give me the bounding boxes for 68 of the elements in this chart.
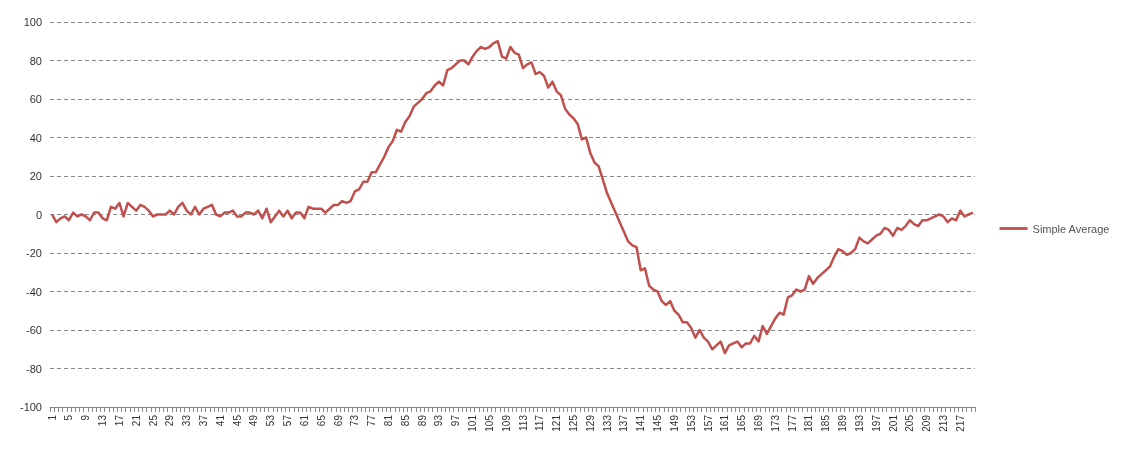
x-tick-label: 113	[517, 414, 529, 431]
x-tick-label: 149	[668, 414, 680, 432]
x-tick-label: 157	[702, 414, 714, 432]
x-tick-label: 49	[248, 414, 260, 427]
x-tick-label: 77	[366, 414, 378, 427]
x-tick-label: 177	[786, 414, 798, 432]
x-tick-label: 173	[769, 414, 781, 432]
x-tick-label: 53	[265, 414, 277, 427]
y-tick-label: -60	[26, 324, 42, 336]
x-tick-label: 145	[652, 414, 664, 432]
x-tick-label: 97	[450, 414, 462, 427]
x-tick-label: 25	[147, 414, 159, 427]
x-tick-label: 205	[904, 414, 916, 432]
y-tick-label: 40	[29, 131, 42, 144]
x-tick-label: 141	[635, 414, 647, 432]
x-tick-label: 209	[921, 414, 933, 432]
x-tick-label: 101	[467, 414, 479, 432]
x-tick-label: 153	[685, 414, 697, 432]
x-tick-label: 193	[853, 414, 865, 432]
x-tick-label: 61	[298, 414, 310, 427]
x-tick-label: 213	[937, 414, 949, 432]
y-tick-label: 100	[23, 16, 42, 28]
x-tick-label: 9	[80, 414, 92, 421]
x-tick-label: 197	[870, 414, 882, 432]
x-tick-label: 169	[752, 414, 764, 432]
x-tick-label: 85	[399, 414, 411, 427]
x-tick-label: 37	[197, 414, 209, 427]
y-tick-label: 0	[35, 208, 42, 221]
line-series	[50, 40, 975, 355]
x-tick-label: 65	[315, 414, 327, 427]
x-tick-label: 81	[382, 414, 394, 427]
x-tick-label: 181	[803, 414, 815, 432]
x-tick-label: 165	[736, 414, 748, 432]
x-tick-label: 105	[483, 414, 495, 432]
x-tick-label: 109	[500, 414, 512, 432]
x-tick-label: 133	[601, 414, 613, 432]
x-tick-label: 161	[719, 414, 731, 432]
legend-label: Simple Average	[1032, 222, 1110, 235]
x-tick-label: 17	[113, 414, 125, 427]
x-tick-label: 13	[97, 414, 109, 427]
x-tick-label: 201	[887, 414, 899, 432]
x-tick-label: 73	[349, 414, 361, 427]
x-tick-label: 93	[433, 414, 445, 427]
x-tick-label: 129	[584, 414, 596, 432]
x-tick-label: 21	[130, 414, 142, 427]
x-tick-label: 45	[231, 414, 243, 427]
x-tick-label: 1	[46, 414, 58, 421]
x-tick-label: 125	[567, 414, 579, 432]
x-tick-label: 57	[282, 414, 294, 427]
y-tick-label: -100	[19, 401, 42, 413]
y-tick-label: -80	[26, 362, 42, 375]
y-tick-label: 60	[29, 93, 42, 105]
x-tick-label: 41	[214, 414, 226, 427]
y-tick-label: -40	[26, 285, 42, 298]
x-tick-label: 217	[954, 414, 966, 432]
x-tick-label: 189	[837, 414, 849, 432]
y-tick-label: 80	[29, 54, 42, 67]
y-tick-label: 20	[29, 170, 42, 182]
x-tick-label: 137	[618, 414, 630, 432]
x-tick-label: 5	[63, 414, 75, 421]
x-tick-label: 121	[551, 414, 563, 432]
x-tick-label: 29	[164, 414, 176, 427]
x-tick-label: 69	[332, 414, 344, 427]
x-tick-label: 89	[416, 414, 428, 427]
x-tick-label: 117	[534, 414, 546, 431]
y-tick-label: -20	[26, 247, 42, 259]
x-tick-label: 33	[181, 414, 193, 427]
x-tick-label: 185	[820, 414, 832, 432]
